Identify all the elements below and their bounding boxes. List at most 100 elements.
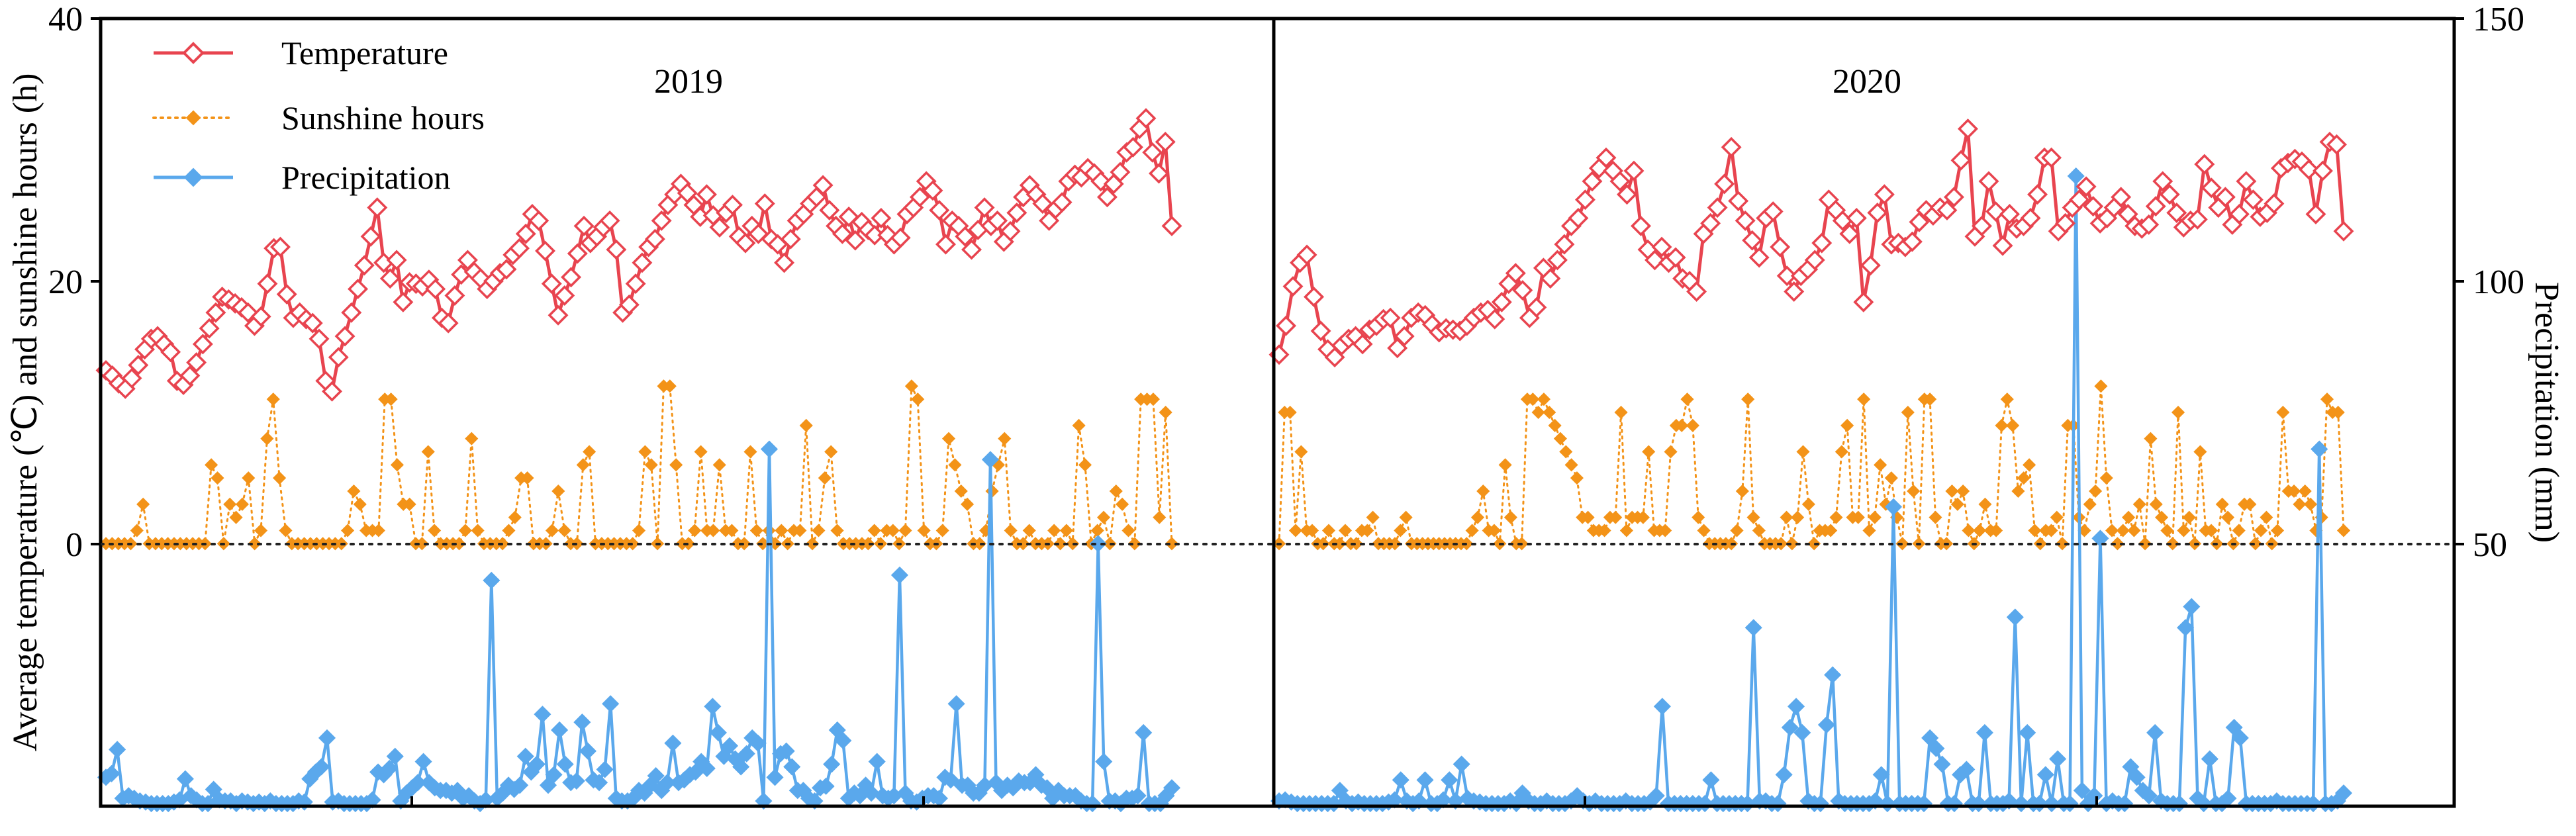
temperature-point — [1784, 281, 1805, 302]
precipitation-point — [2177, 619, 2195, 637]
sunshine-hours-point — [2166, 537, 2179, 551]
temperature-point — [754, 193, 775, 214]
sunshine-hours-point — [1487, 524, 1501, 537]
sunshine-hours-point — [223, 497, 237, 511]
sunshine-hours-point — [583, 445, 596, 459]
sunshine-hours-point — [1614, 405, 1628, 420]
sunshine-hours-point — [2177, 524, 2191, 537]
temperature-point — [438, 312, 459, 334]
sunshine-hours-point — [1680, 393, 1694, 406]
temperature-point — [1700, 212, 1721, 234]
temperature-point — [1978, 171, 1999, 192]
temperature-point — [909, 187, 930, 208]
precipitation-point — [1453, 755, 1470, 773]
temperature-point — [192, 334, 213, 355]
temperature-point — [1735, 210, 1756, 231]
sunshine-hours-point — [353, 497, 367, 511]
sunshine-hours-point — [1989, 524, 2003, 537]
legend-swatch-marker — [183, 167, 203, 187]
sunshine-hours-point — [2028, 524, 2042, 537]
sunshine-hours-point — [2303, 497, 2318, 511]
precipitation-point — [1976, 723, 1993, 741]
precipitation-point — [941, 771, 960, 789]
sunshine-hours-point — [694, 445, 708, 459]
sunshine-hours-point — [1294, 445, 1308, 459]
temperature-point — [2298, 159, 2319, 180]
temperature-point — [1936, 200, 1958, 221]
precipitation-point — [312, 758, 330, 776]
precipitation-point — [2311, 440, 2328, 458]
sunshine-hours-point — [973, 537, 986, 551]
sunshine-hours-point — [1636, 510, 1650, 524]
temperature-point — [1394, 326, 1415, 347]
sunshine-hours-point — [954, 484, 968, 498]
sunshine-hours-point — [1004, 524, 1018, 537]
sunshine-hours-point — [1016, 537, 1030, 551]
precipitation-point — [511, 776, 529, 794]
sunshine-hours-point — [1956, 484, 1970, 498]
temperature-point — [929, 200, 950, 221]
sunshine-hours-point — [2248, 537, 2262, 551]
sunshine-hours-point — [1851, 510, 1865, 524]
sunshine-hours-point — [2023, 458, 2036, 472]
sunshine-hours-point — [130, 524, 144, 537]
sunshine-hours-point — [2094, 379, 2108, 393]
sunshine-hours-point — [576, 458, 590, 472]
temperature-point — [974, 197, 995, 218]
precipitation-point — [528, 755, 546, 773]
temperature-point — [1526, 297, 1547, 318]
precipitation-point — [534, 706, 551, 723]
temperature-point — [2138, 214, 2160, 235]
sunshine-hours-point — [1785, 537, 1799, 551]
sunshine-hours-point — [1995, 418, 2009, 432]
sunshine-hours-point — [2243, 497, 2257, 511]
temperature-point — [341, 302, 362, 323]
precipitation-point — [823, 755, 841, 773]
legend-item-temperature: Temperature — [154, 34, 448, 71]
sunshine-hours-point — [1283, 405, 1297, 420]
sunshine-hours-point — [1973, 524, 1987, 537]
temperature-point — [1770, 236, 1791, 257]
temperature-point — [1985, 201, 2006, 222]
y-right-tick-label: 100 — [2473, 263, 2524, 301]
sunshine-hours-point — [775, 524, 788, 537]
sunshine-hours-point — [1735, 484, 1749, 498]
precipitation-point — [386, 747, 404, 765]
sunshine-hours-point — [2220, 510, 2235, 524]
panel-title-2020: 2020 — [1833, 63, 1901, 101]
temperature-point — [599, 210, 620, 231]
sunshine-hours-point — [235, 497, 249, 511]
precipitation-point — [1958, 761, 1976, 778]
sunshine-hours-point — [2138, 537, 2152, 551]
plot-layer — [95, 108, 2354, 813]
temperature-point — [1547, 250, 1568, 271]
temperature-point — [1617, 184, 1637, 205]
sunshine-hours-point — [1078, 458, 1092, 472]
sunshine-hours-point — [941, 432, 956, 445]
temperature-point — [2312, 160, 2333, 181]
temperature-point — [1090, 171, 1112, 192]
temperature-point — [722, 195, 743, 216]
sunshine-hours-point — [743, 445, 757, 459]
sunshine-hours-point — [1543, 405, 1556, 420]
temperature-point — [1310, 320, 1331, 342]
sunshine-hours-point — [1598, 524, 1611, 537]
legend-label: Sunshine hours — [281, 99, 485, 136]
sunshine-hours-point — [1619, 524, 1633, 537]
precipitation-point — [1702, 771, 1720, 789]
temperature-point — [128, 355, 149, 376]
sunshine-hours-point — [2105, 524, 2119, 537]
sunshine-hours-point — [2122, 510, 2136, 524]
precipitation-point — [109, 741, 126, 759]
temperature-point — [2187, 209, 2208, 230]
sunshine-hours-point — [1165, 537, 1179, 551]
temperature-point — [554, 285, 575, 306]
precipitation-point — [573, 714, 591, 731]
sunshine-hours-point — [1531, 405, 1545, 420]
precipitation-point — [2091, 530, 2109, 547]
temperature-point — [186, 352, 207, 373]
temperature-point — [2111, 187, 2132, 208]
temperature-point — [348, 279, 369, 300]
y-left-tick-label: 20 — [48, 263, 83, 301]
sunshine-hours-point — [557, 524, 571, 537]
